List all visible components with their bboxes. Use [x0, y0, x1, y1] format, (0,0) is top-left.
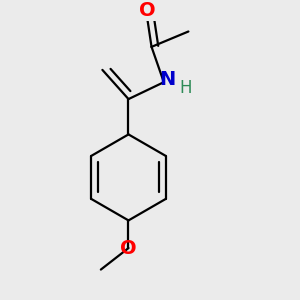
Text: N: N: [159, 70, 176, 89]
Text: H: H: [180, 79, 192, 97]
Text: O: O: [139, 1, 155, 20]
Text: O: O: [120, 238, 137, 258]
